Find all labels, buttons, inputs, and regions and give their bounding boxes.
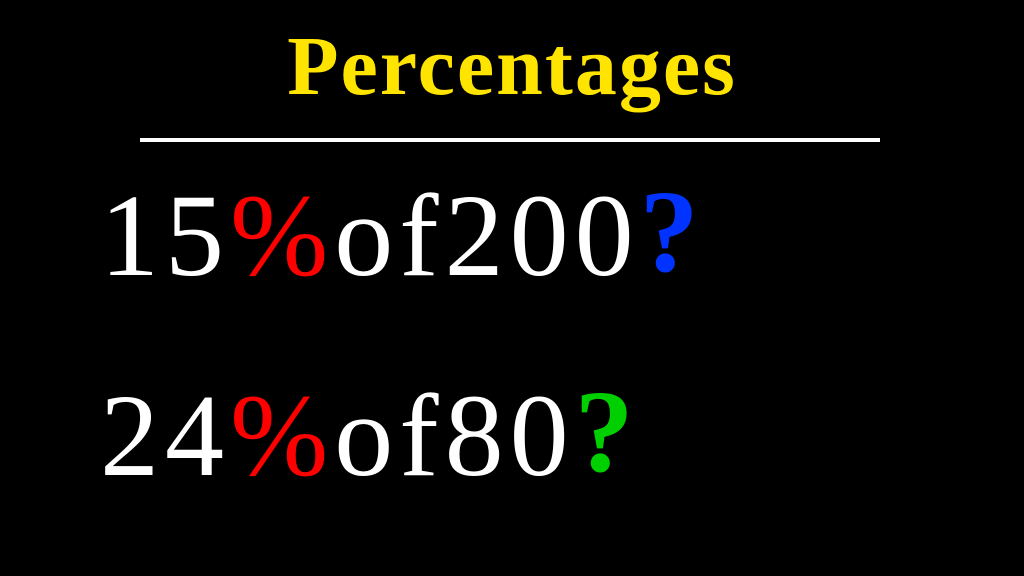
row2-of: of [334, 368, 444, 504]
row2-question: ? [575, 364, 640, 500]
title-text: Percentages [287, 18, 737, 115]
row1-num: 15 [100, 168, 230, 304]
row2-num: 24 [100, 368, 230, 504]
row1-question: ? [640, 164, 705, 300]
row1-of: of [334, 168, 444, 304]
row1-percent: % [230, 168, 334, 304]
row1-val: 200 [445, 168, 640, 304]
row2-percent: % [230, 368, 334, 504]
problem-row-2: 24% of 80? [100, 368, 640, 504]
problem-row-1: 15% of 200? [100, 168, 705, 304]
title-underline [140, 138, 880, 142]
row2-val: 80 [445, 368, 575, 504]
